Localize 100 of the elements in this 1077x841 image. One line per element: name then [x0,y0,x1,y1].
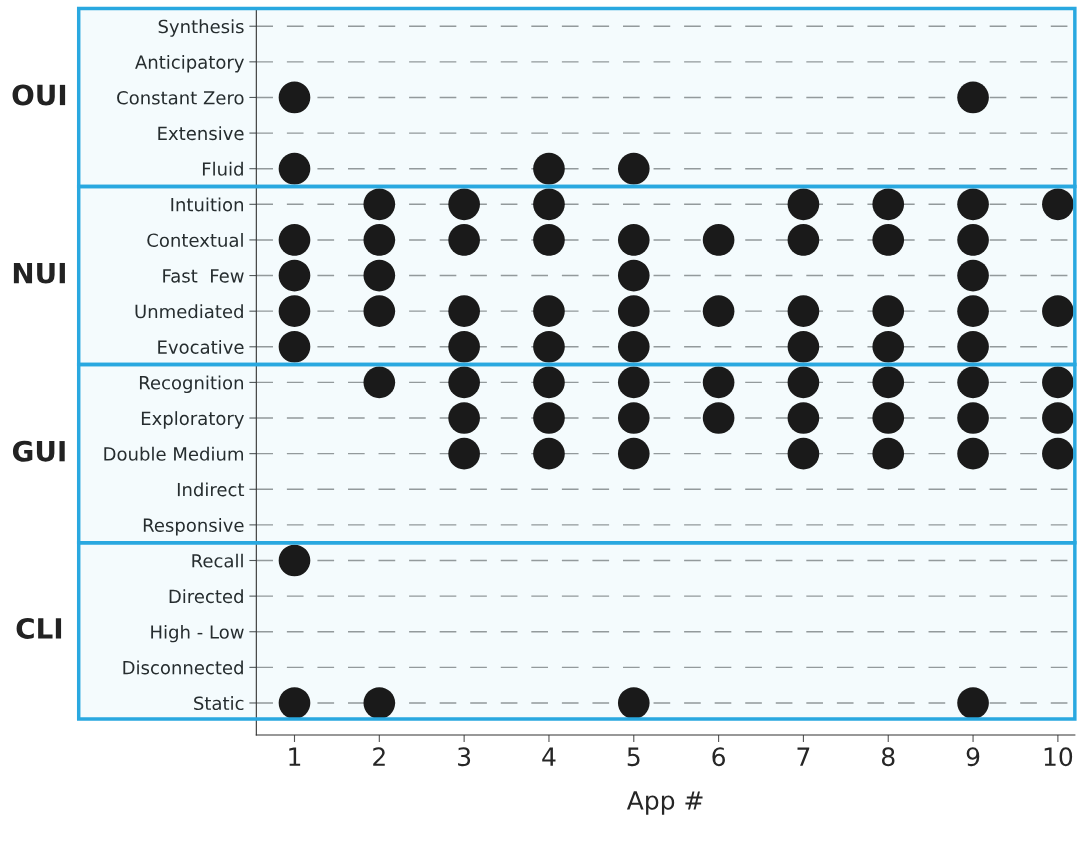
point [702,402,735,434]
y-tick-label: Exploratory [141,411,244,429]
point [1042,402,1074,434]
y-tick-label: Double Medium [104,446,243,461]
band-label: CLI [16,617,62,639]
y-tick-label: Fluid [202,161,243,176]
point [278,259,311,292]
y-tick-label: Static [194,696,244,711]
point [787,366,820,399]
y-tick-label: High - Low [151,624,244,643]
point [872,402,905,434]
point [278,330,311,363]
y-tick-label: Extensive [158,126,244,141]
point [278,224,311,256]
point [957,330,989,363]
point [363,224,396,256]
point [448,366,480,399]
point [702,366,735,399]
point [533,366,565,399]
point [533,152,565,185]
y-tick-label: Indirect [177,482,245,497]
point [702,295,735,328]
point [278,81,311,114]
point [278,687,311,719]
point [872,437,905,470]
point [448,330,480,363]
point [872,224,905,256]
point [787,437,820,470]
y-tick-label: Recognition [139,375,243,394]
point [957,402,989,434]
y-tick-label: Evocative [158,339,244,354]
point [278,152,311,185]
x-tick-label: 4 [542,747,556,766]
point [702,224,735,256]
point [617,366,650,399]
x-tick-label: 8 [881,747,895,767]
band-label: NUI [13,262,65,284]
point [617,295,650,328]
point [533,437,565,470]
band-label: GUI [12,440,65,462]
point [787,295,820,328]
point [448,188,480,221]
point [363,259,396,292]
point [787,224,820,256]
point [533,330,565,363]
point [448,437,480,470]
y-tick-label: Directed [169,589,243,604]
point [787,402,820,434]
point [957,295,989,328]
point [872,188,905,221]
x-tick-label: 5 [627,747,640,767]
point [1042,188,1074,221]
x-tick-label: 7 [797,747,810,766]
y-tick-label: Unmediated [135,304,243,319]
point [448,224,480,256]
point [957,188,989,221]
point [617,402,650,434]
point [278,295,311,328]
point [872,366,905,399]
point [617,224,650,256]
x-tick-label: 6 [712,747,725,767]
point [363,366,396,399]
x-tick-label: 9 [966,747,980,767]
point [533,188,565,221]
x-tick-label: 1 [289,747,301,766]
y-tick-label: Synthesis [158,19,244,37]
point [617,687,650,719]
point [533,295,565,328]
point [872,295,905,328]
band-label: OUI [12,84,66,106]
point [957,259,989,292]
point [957,687,989,719]
point [278,544,311,577]
point [448,402,480,434]
point [957,366,989,399]
point [957,81,989,114]
point [1042,366,1074,399]
y-tick-label: Intuition [171,197,243,212]
y-tick-label: Anticipatory [135,54,244,73]
point [957,224,989,256]
point [533,224,565,256]
point [787,188,820,221]
point [617,437,650,470]
point [1042,295,1074,328]
point [617,330,650,363]
x-tick-label: 10 [1044,747,1073,767]
point [1042,437,1074,470]
point [533,402,565,434]
y-tick-label: Responsive [143,518,244,536]
point [957,437,989,470]
y-tick-label: Constant Zero [117,90,244,105]
point [872,330,905,363]
point [363,687,396,719]
y-tick-label: Recall [192,553,243,568]
x-tick-label: 3 [458,747,471,767]
point [617,152,650,185]
x-axis-title: App # [626,791,703,815]
point [363,295,396,328]
point [363,188,396,221]
y-tick-label: Contextual [147,233,243,248]
